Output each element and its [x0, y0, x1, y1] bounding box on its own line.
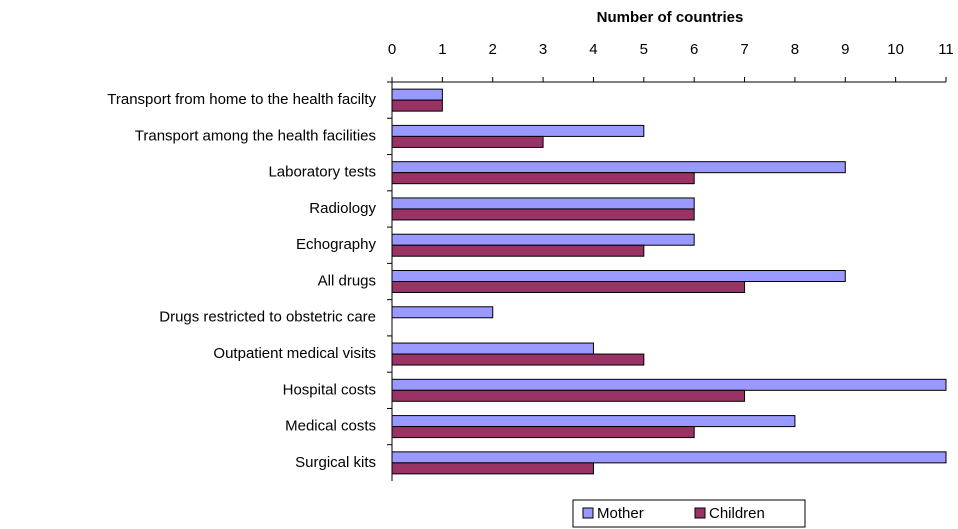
x-tick-label: 6 [690, 41, 698, 58]
x-tick-label: 7 [740, 41, 748, 58]
legend-swatch [694, 507, 706, 519]
bar [391, 135, 544, 148]
bar [391, 208, 695, 221]
y-tick-label: Drugs restricted to obstetric care [159, 309, 376, 326]
y-tick-label: Laboratory tests [268, 164, 376, 181]
bar [391, 124, 645, 137]
bar [391, 281, 746, 293]
legend-swatch [582, 507, 594, 519]
bar [391, 270, 846, 282]
bar [391, 306, 494, 319]
bar [391, 378, 947, 391]
y-tick-label: All drugs [318, 272, 376, 289]
legend-label: Children [709, 505, 765, 522]
y-tick-label: Outpatient medical visits [213, 345, 376, 362]
bar [391, 389, 746, 402]
x-tick-label: 1 [438, 41, 446, 58]
bar [391, 99, 443, 112]
x-tick-label: 5 [640, 41, 648, 58]
bar [391, 342, 594, 355]
x-tick-label: 10 [887, 41, 904, 58]
x-tick-label: 3 [539, 41, 547, 58]
bar [391, 244, 645, 257]
y-tick-label: Surgical kits [295, 454, 376, 471]
bar [391, 451, 947, 464]
x-tick-label: 8 [791, 41, 799, 58]
x-tick-label: 2 [489, 41, 497, 58]
bar [391, 233, 695, 246]
legend-label: Mother [597, 505, 644, 522]
y-tick-label: Transport from home to the health facilt… [107, 91, 376, 108]
bar [391, 426, 695, 439]
bar [391, 161, 846, 174]
legend-box [572, 499, 806, 528]
x-tick-label: 0 [388, 41, 396, 58]
x-tick-label: 11 [938, 41, 954, 58]
y-tick-label: Radiology [309, 200, 376, 217]
bar [391, 88, 443, 101]
bar [391, 172, 695, 185]
y-tick-label: Echography [296, 236, 377, 253]
bar [391, 353, 645, 366]
bar [391, 462, 594, 475]
y-tick-label: Hospital costs [283, 381, 376, 398]
x-tick-label: 9 [841, 41, 849, 58]
x-tick-label: 4 [589, 41, 597, 58]
axis-title: Number of countries [597, 9, 744, 26]
bar [391, 415, 796, 428]
bar [391, 197, 695, 210]
y-tick-label: Medical costs [285, 418, 376, 435]
y-tick-label: Transport among the health facilities [135, 127, 376, 144]
